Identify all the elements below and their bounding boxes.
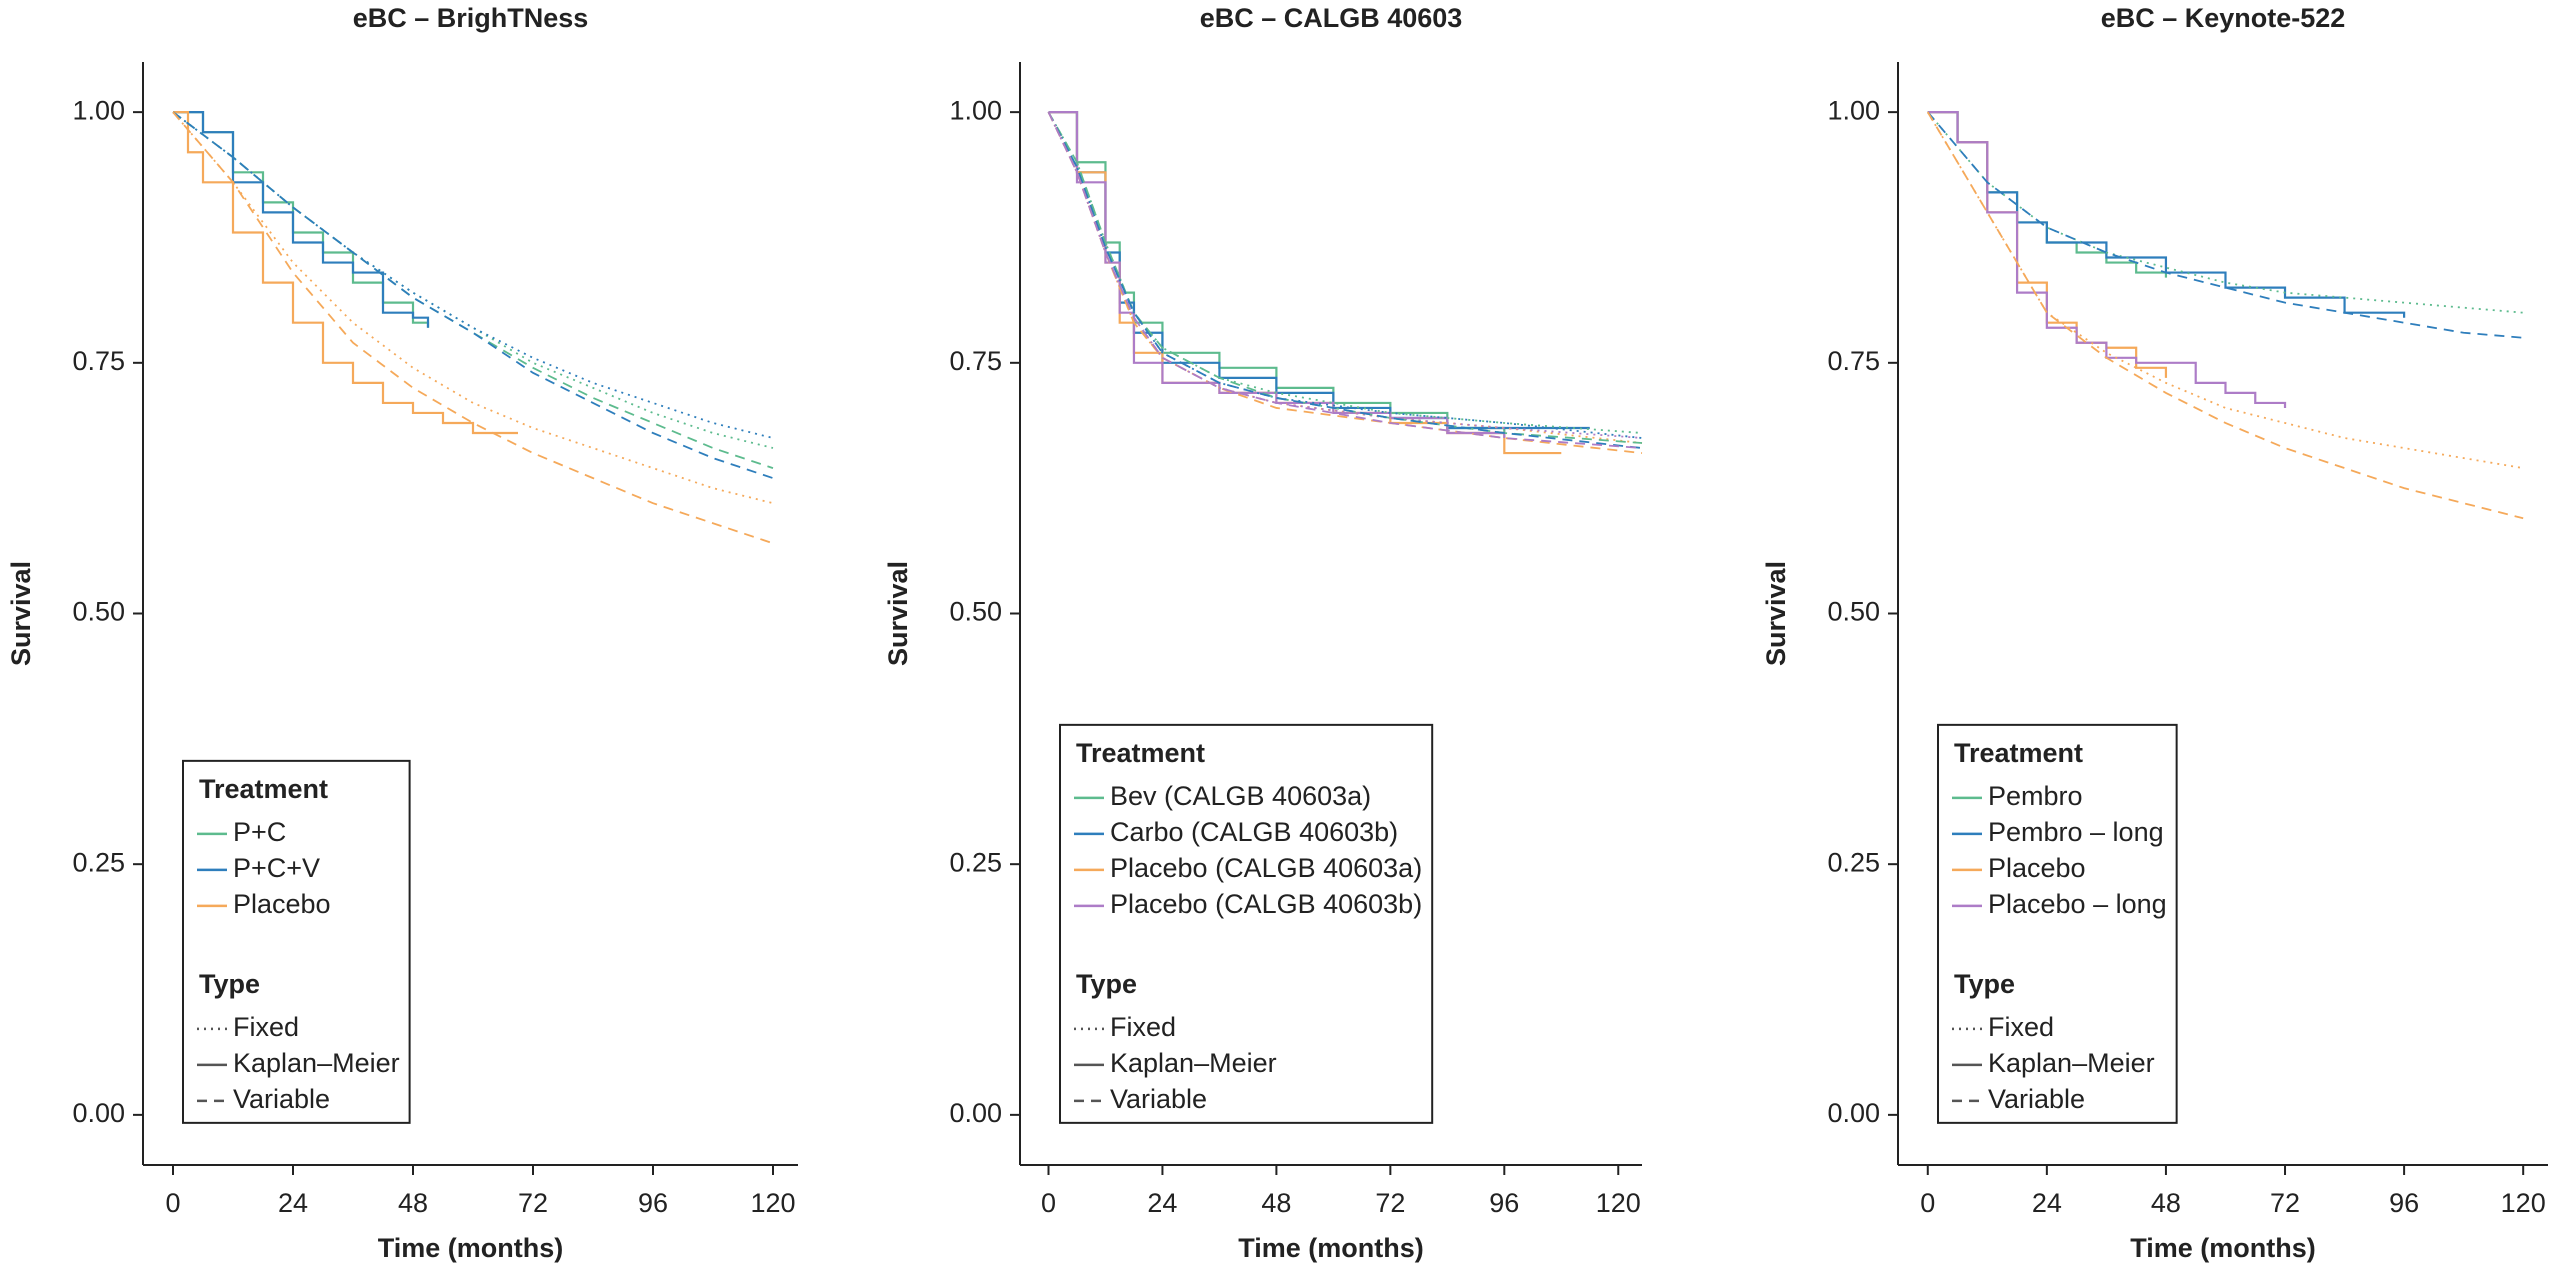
survival-curve [1927, 111, 2168, 278]
x-axis-label: Time (months) [378, 1233, 564, 1263]
y-tick-label: 1.00 [1827, 95, 1880, 125]
legend-label: Variable [1988, 1084, 2085, 1114]
y-tick-label: 0.75 [949, 346, 1002, 376]
x-tick-label: 120 [750, 1188, 795, 1218]
survival-curve [1047, 111, 1643, 449]
legend-title: Type [1076, 969, 1137, 999]
legend-label: Placebo – long [1988, 889, 2167, 919]
survival-curve [1047, 111, 1643, 444]
survival-curve [1047, 111, 1643, 434]
legend-label: Placebo [1988, 853, 2086, 883]
y-tick-label: 0.25 [949, 847, 1002, 877]
panel-title: eBC – CALGB 40603 [1200, 3, 1463, 33]
legend-label: Carbo (CALGB 40603b) [1110, 817, 1398, 847]
legend-label: P+C+V [233, 853, 320, 883]
survival-curve [1048, 111, 1590, 430]
legend-box [182, 759, 411, 1124]
y-tick-label: 0.75 [1827, 346, 1880, 376]
survival-curve [172, 111, 774, 479]
x-tick-label: 48 [2151, 1188, 2181, 1218]
y-axis-label: Survival [883, 561, 913, 666]
survival-curve [172, 111, 774, 505]
x-tick-label: 0 [1920, 1188, 1935, 1218]
panel: eBC – Keynote-522 0 24 48 72 96 120 0.00 0.25 0.5… [1761, 3, 2548, 1263]
legend: Treatment Bev (CALGB 40603a) Carbo (CALGB … [1059, 723, 1434, 1124]
y-tick-label: 0.00 [1827, 1098, 1880, 1128]
legend-label: Placebo [233, 889, 331, 919]
legend-label: Kaplan–Meier [1988, 1048, 2155, 1078]
legend: Treatment P+C P+C+V Placebo Type Fixed Kaplan–… [182, 759, 411, 1124]
y-axis-label: Survival [1761, 561, 1791, 666]
legend-label: P+C [233, 817, 286, 847]
x-tick-label: 24 [2032, 1188, 2062, 1218]
legend-label: Variable [233, 1084, 330, 1114]
y-tick-label: 0.75 [72, 346, 125, 376]
survival-curve [1047, 111, 1643, 449]
x-tick-label: 96 [638, 1188, 668, 1218]
legend-label: Fixed [1110, 1012, 1176, 1042]
x-tick-label: 48 [1261, 1188, 1291, 1218]
x-tick-label: 72 [518, 1188, 548, 1218]
survival-curve [1927, 111, 2406, 318]
survival-curve [1047, 111, 1643, 439]
survival-curve [173, 111, 518, 435]
legend-label: Kaplan–Meier [1110, 1048, 1277, 1078]
legend-title: Treatment [1076, 738, 1205, 768]
legend-label: Bev (CALGB 40603a) [1110, 781, 1371, 811]
survival-curve [172, 111, 774, 545]
survival-curve [1927, 111, 2168, 378]
survival-curve [1927, 111, 2524, 339]
y-tick-label: 0.25 [72, 847, 125, 877]
y-tick-label: 0.50 [72, 597, 125, 627]
y-tick-label: 0.50 [1827, 597, 1880, 627]
legend-title: Treatment [199, 774, 328, 804]
x-tick-label: 0 [1041, 1188, 1056, 1218]
legend-title: Treatment [1954, 738, 2083, 768]
x-tick-label: 24 [1147, 1188, 1177, 1218]
legend-label: Fixed [1988, 1012, 2054, 1042]
x-axis-label: Time (months) [1238, 1233, 1424, 1263]
x-tick-label: 120 [1596, 1188, 1641, 1218]
legend-label: Fixed [233, 1012, 299, 1042]
survival-curve [1926, 111, 2524, 520]
y-tick-label: 0.00 [949, 1098, 1002, 1128]
x-tick-label: 72 [1375, 1188, 1405, 1218]
y-tick-label: 0.25 [1827, 847, 1880, 877]
y-tick-label: 1.00 [949, 95, 1002, 125]
survival-curve [1047, 111, 1643, 444]
legend-label: Placebo (CALGB 40603a) [1110, 853, 1422, 883]
panel-title: eBC – BrighTNess [353, 3, 589, 33]
x-tick-label: 96 [2389, 1188, 2419, 1218]
y-tick-label: 0.00 [72, 1098, 125, 1128]
x-tick-label: 96 [1489, 1188, 1519, 1218]
x-tick-label: 72 [2270, 1188, 2300, 1218]
legend-label: Placebo (CALGB 40603b) [1110, 889, 1422, 919]
legend-label: Kaplan–Meier [233, 1048, 400, 1078]
y-tick-label: 0.50 [949, 597, 1002, 627]
x-tick-label: 0 [165, 1188, 180, 1218]
legend-label: Pembro – long [1988, 817, 2164, 847]
legend-box [1059, 723, 1434, 1124]
x-tick-label: 120 [2501, 1188, 2546, 1218]
panel: eBC – BrighTNess 0 24 48 72 96 120 0.00 0.25 0.50… [6, 3, 798, 1263]
legend-title: Type [199, 969, 260, 999]
legend-label: Pembro [1988, 781, 2083, 811]
survival-curve [173, 111, 430, 328]
survival-curve [173, 111, 430, 328]
panel: eBC – CALGB 40603 0 24 48 72 96 120 0.00 0.25 0.5… [883, 3, 1643, 1263]
x-tick-label: 48 [398, 1188, 428, 1218]
legend-label: Variable [1110, 1084, 1207, 1114]
legend-box [1937, 723, 2178, 1124]
survival-curve [1927, 111, 2287, 408]
y-tick-label: 1.00 [72, 95, 125, 125]
legend-title: Type [1954, 969, 2015, 999]
x-tick-label: 24 [278, 1188, 308, 1218]
panel-title: eBC – Keynote-522 [2101, 3, 2346, 33]
legend: Treatment Pembro Pembro – long Placebo Place… [1937, 723, 2178, 1124]
survival-curve [172, 111, 774, 469]
y-axis-label: Survival [6, 561, 36, 666]
x-axis-label: Time (months) [2130, 1233, 2316, 1263]
survival-curve [1047, 111, 1643, 439]
